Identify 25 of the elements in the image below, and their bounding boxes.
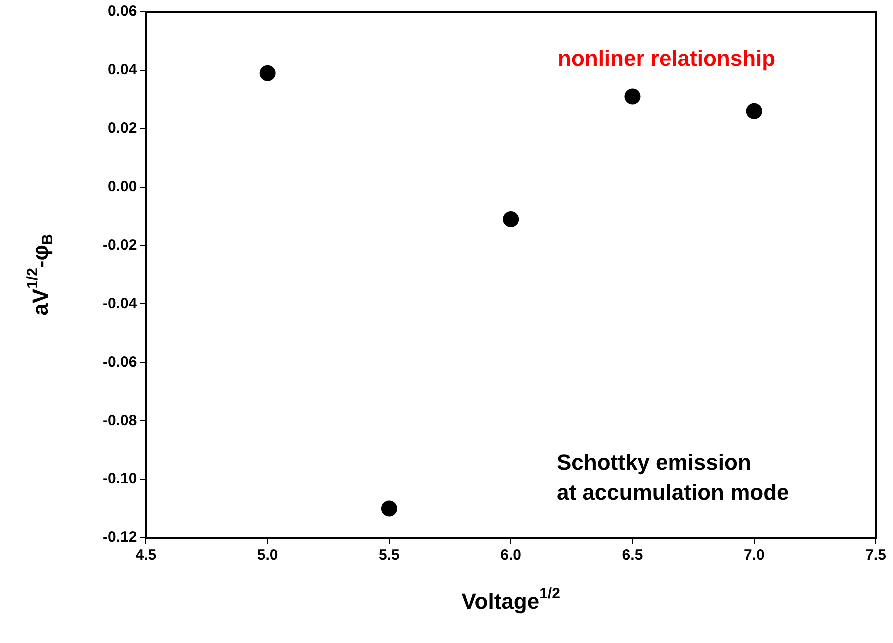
x-tick-label: 7.5 (866, 547, 886, 564)
point (260, 65, 276, 82)
x-tick-label: 4.5 (136, 547, 157, 564)
point (624, 88, 641, 105)
x-tick-label: 5.0 (257, 547, 278, 564)
y-tick-label: 0.00 (108, 178, 138, 196)
y-tick-label: 0.02 (108, 120, 138, 138)
x-tick-label: 5.5 (379, 547, 400, 564)
x-tick-label: 6.5 (622, 547, 644, 564)
y-axis-title: aV1/2-φB (24, 234, 57, 316)
annotation: nonliner relationship (558, 46, 776, 72)
y-tick-label: -0.06 (102, 354, 138, 371)
x-tick-label: 7.0 (744, 547, 765, 564)
y-tick-label: -0.08 (102, 412, 138, 430)
annotation: Schottky emission at accumulation mode (557, 450, 790, 506)
y-tick-label: -0.02 (102, 236, 138, 254)
point (503, 211, 520, 228)
y-tick-label: 0.04 (108, 62, 138, 79)
point (746, 103, 762, 120)
y-tick-label: -0.12 (102, 529, 138, 546)
y-tick-label: -0.04 (102, 295, 138, 312)
point (381, 500, 398, 517)
y-tick-label: -0.10 (102, 470, 138, 488)
y-tick-label: 0.06 (108, 3, 138, 20)
x-tick-label: 6.0 (500, 547, 522, 564)
